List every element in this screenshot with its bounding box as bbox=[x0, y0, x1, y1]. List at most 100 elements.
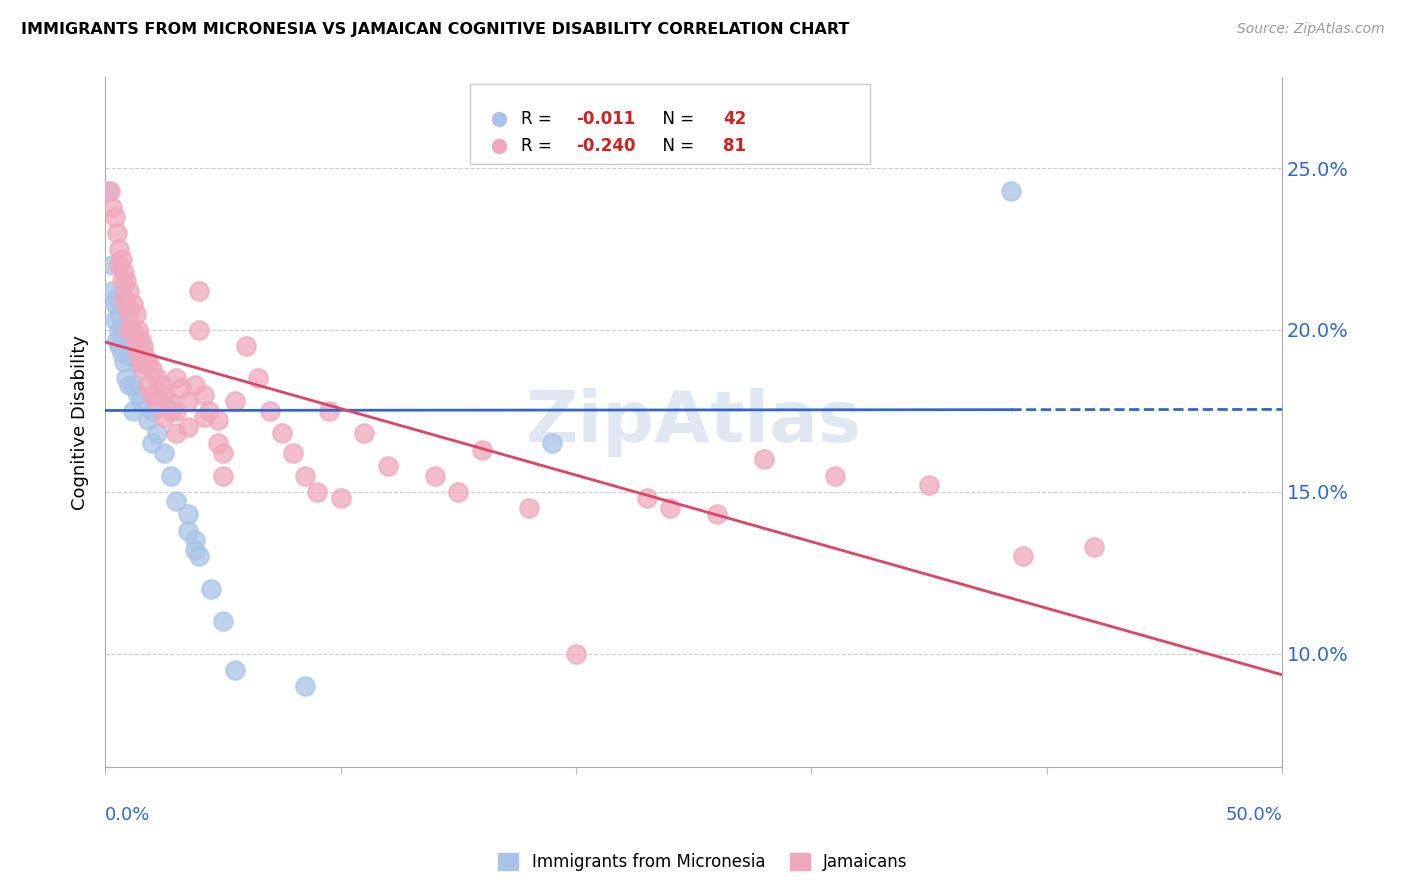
Point bbox=[97, 184, 120, 198]
Text: IMMIGRANTS FROM MICRONESIA VS JAMAICAN COGNITIVE DISABILITY CORRELATION CHART: IMMIGRANTS FROM MICRONESIA VS JAMAICAN C… bbox=[21, 22, 849, 37]
Point bbox=[115, 339, 138, 353]
Point bbox=[101, 200, 124, 214]
Point bbox=[918, 478, 941, 492]
Point bbox=[122, 404, 145, 418]
Point bbox=[101, 284, 124, 298]
Point bbox=[183, 543, 205, 558]
Point bbox=[1083, 540, 1105, 554]
Point bbox=[1012, 549, 1035, 564]
Point bbox=[129, 394, 152, 409]
Point bbox=[188, 549, 211, 564]
Point bbox=[146, 426, 169, 441]
Point bbox=[207, 413, 229, 427]
Point bbox=[127, 345, 149, 359]
Point bbox=[212, 614, 235, 628]
Point bbox=[294, 679, 316, 693]
Text: Source: ZipAtlas.com: Source: ZipAtlas.com bbox=[1237, 22, 1385, 37]
Point bbox=[541, 436, 564, 450]
Point bbox=[118, 307, 141, 321]
Point bbox=[98, 184, 121, 198]
Point bbox=[111, 252, 134, 266]
Point bbox=[706, 508, 728, 522]
Point bbox=[125, 333, 148, 347]
Point bbox=[118, 349, 141, 363]
Point bbox=[104, 297, 127, 311]
Point bbox=[157, 394, 180, 409]
Point bbox=[127, 355, 149, 369]
Point bbox=[108, 242, 131, 256]
Point bbox=[565, 647, 588, 661]
Text: 42: 42 bbox=[723, 110, 747, 128]
Point bbox=[122, 377, 145, 392]
Point bbox=[165, 426, 187, 441]
Point bbox=[176, 420, 198, 434]
Text: 81: 81 bbox=[723, 137, 747, 155]
Point bbox=[377, 458, 399, 473]
Text: ZipAtlas: ZipAtlas bbox=[526, 388, 862, 457]
Point bbox=[294, 468, 316, 483]
Point bbox=[305, 484, 328, 499]
Text: R =: R = bbox=[520, 110, 557, 128]
Point bbox=[108, 258, 131, 272]
Point bbox=[423, 468, 446, 483]
Point bbox=[212, 468, 235, 483]
Point bbox=[146, 371, 169, 385]
Point bbox=[115, 297, 138, 311]
Point bbox=[259, 404, 281, 418]
Point bbox=[136, 413, 159, 427]
Point bbox=[118, 284, 141, 298]
Point bbox=[104, 210, 127, 224]
Point bbox=[212, 446, 235, 460]
Point bbox=[447, 484, 470, 499]
Bar bbox=[470, 85, 870, 163]
Point bbox=[136, 355, 159, 369]
Point bbox=[160, 404, 183, 418]
Point bbox=[353, 426, 375, 441]
Point bbox=[118, 323, 141, 337]
Point bbox=[160, 468, 183, 483]
Point bbox=[125, 307, 148, 321]
Point bbox=[101, 258, 124, 272]
Point bbox=[169, 381, 191, 395]
Point bbox=[141, 387, 163, 401]
Point bbox=[176, 394, 198, 409]
Point bbox=[193, 387, 215, 401]
Point bbox=[105, 291, 128, 305]
Point bbox=[165, 371, 187, 385]
Point bbox=[122, 323, 145, 337]
Point bbox=[132, 361, 155, 376]
Point bbox=[141, 404, 163, 418]
Point bbox=[235, 339, 257, 353]
Point bbox=[111, 329, 134, 343]
Point bbox=[112, 265, 135, 279]
Text: N =: N = bbox=[652, 137, 700, 155]
Point bbox=[224, 663, 246, 677]
Point bbox=[329, 491, 352, 505]
Point bbox=[150, 377, 173, 392]
Text: -0.011: -0.011 bbox=[576, 110, 636, 128]
Point bbox=[1000, 184, 1022, 198]
Point bbox=[247, 371, 270, 385]
Point bbox=[824, 468, 846, 483]
Point bbox=[318, 404, 340, 418]
Point bbox=[270, 426, 292, 441]
Point bbox=[224, 394, 246, 409]
Point bbox=[153, 446, 176, 460]
Point bbox=[112, 323, 135, 337]
Point bbox=[108, 323, 131, 337]
Y-axis label: Cognitive Disability: Cognitive Disability bbox=[72, 334, 89, 509]
Point bbox=[111, 274, 134, 288]
Point bbox=[176, 508, 198, 522]
Point bbox=[183, 377, 205, 392]
Point bbox=[122, 297, 145, 311]
Point bbox=[193, 410, 215, 425]
Text: R =: R = bbox=[520, 137, 557, 155]
Text: 0.0%: 0.0% bbox=[105, 805, 150, 823]
Text: N =: N = bbox=[652, 110, 700, 128]
Point bbox=[197, 404, 219, 418]
Text: 50.0%: 50.0% bbox=[1225, 805, 1282, 823]
Point bbox=[659, 500, 682, 515]
Text: -0.240: -0.240 bbox=[576, 137, 636, 155]
Point bbox=[165, 494, 187, 508]
Point bbox=[105, 333, 128, 347]
